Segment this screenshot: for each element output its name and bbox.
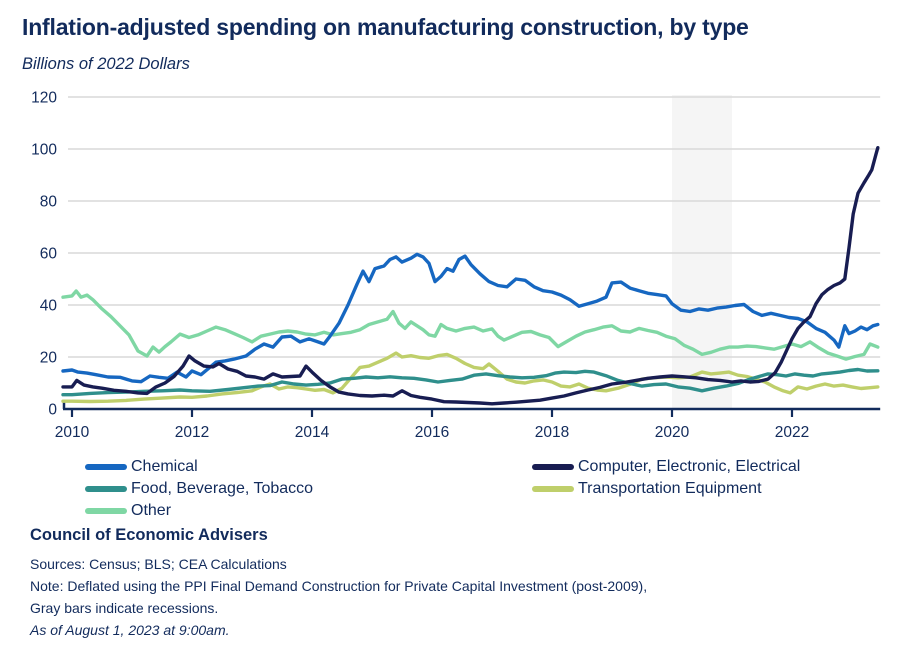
legend-column-right: Computer, Electronic, Electrical Transpor…: [532, 456, 800, 500]
legend-swatch-transportation-equipment: [532, 486, 574, 492]
y-tick-label: 80: [40, 194, 58, 211]
series-line-other: [61, 289, 880, 361]
footer-note-line2: Gray bars indicate recessions.: [30, 600, 219, 616]
legend-swatch-food-beverage-tobacco: [85, 486, 127, 492]
y-tick-label: 120: [31, 90, 57, 107]
footer-sources: Sources: Census; BLS; CEA Calculations: [30, 556, 287, 572]
legend-label-transportation-equipment: Transportation Equipment: [578, 480, 762, 497]
legend-swatch-chemical: [85, 464, 127, 470]
footer-as-of: As of August 1, 2023 at 9:00am.: [30, 622, 230, 638]
legend-item-computer-electronic-electrical: Computer, Electronic, Electrical: [532, 456, 800, 478]
line-chart: 0 20 40 60 80 100 120 2010 2012 2014 2016 2018 2020 2…: [31, 90, 881, 441]
legend-label-food-beverage-tobacco: Food, Beverage, Tobacco: [131, 480, 314, 497]
y-tick-label: 100: [31, 142, 57, 159]
x-tick-label: 2016: [415, 424, 449, 441]
y-tick-label: 20: [40, 350, 58, 367]
y-tick-label: 0: [48, 402, 57, 419]
x-tick-label: 2010: [55, 424, 90, 441]
legend-label-chemical: Chemical: [131, 458, 198, 475]
x-tick-label: 2022: [775, 424, 809, 441]
x-tick-label: 2014: [295, 424, 330, 441]
chart-footer: Council of Economic Advisers Sources: Ce…: [30, 526, 890, 641]
recession-band: [672, 95, 732, 409]
legend-item-transportation-equipment: Transportation Equipment: [532, 478, 800, 500]
legend-swatch-computer-electronic-electrical: [532, 464, 574, 470]
legend-label-computer-electronic-electrical: Computer, Electronic, Electrical: [578, 458, 801, 475]
legend-item-other: Other: [85, 500, 313, 522]
footer-note-line1: Note: Deflated using the PPI Final Deman…: [30, 578, 648, 594]
y-tick-label: 40: [40, 298, 58, 315]
footer-org: Council of Economic Advisers: [30, 526, 268, 544]
series-line-computer-electronic-electrical: [61, 146, 880, 406]
legend-column-left: Chemical Food, Beverage, Tobacco Other: [85, 456, 313, 522]
x-tick-label: 2020: [655, 424, 690, 441]
series-line-chemical: [61, 252, 880, 384]
legend-label-other: Other: [131, 502, 172, 519]
page-subtitle: Billions of 2022 Dollars: [22, 55, 190, 73]
y-tick-label: 60: [40, 246, 58, 263]
x-tick-label: 2012: [175, 424, 209, 441]
legend-item-food-beverage-tobacco: Food, Beverage, Tobacco: [85, 478, 313, 500]
page-title: Inflation-adjusted spending on manufactu…: [22, 14, 749, 40]
legend-swatch-other: [85, 508, 127, 514]
legend-item-chemical: Chemical: [85, 456, 313, 478]
chart-legend: Chemical Food, Beverage, Tobacco Other Com…: [0, 456, 906, 524]
x-tick-label: 2018: [535, 424, 569, 441]
